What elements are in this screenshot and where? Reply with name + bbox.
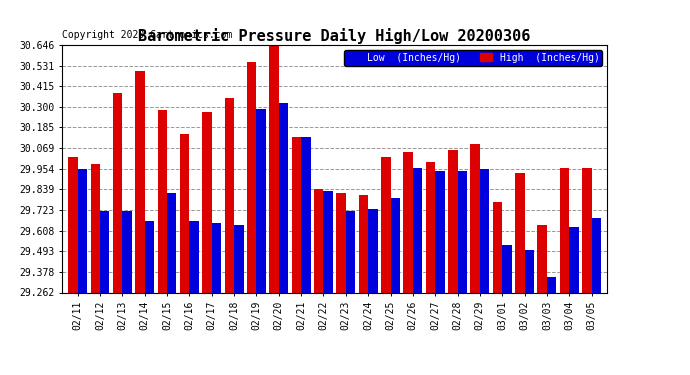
Bar (515, 173, 524, 292)
Bar (158, 111, 167, 292)
Bar (448, 150, 457, 292)
Bar (471, 144, 480, 292)
Text: Copyright 2020 Cartronics.com: Copyright 2020 Cartronics.com (62, 30, 233, 40)
Bar (413, 168, 422, 292)
Bar (212, 223, 221, 292)
Bar (381, 157, 391, 292)
Bar (346, 211, 355, 292)
Title: Barometric Pressure Daily High/Low 20200306: Barometric Pressure Daily High/Low 20200… (139, 28, 531, 44)
Bar (234, 225, 244, 292)
Bar (457, 171, 467, 292)
Bar (547, 277, 556, 292)
Bar (269, 44, 279, 292)
Bar (100, 211, 110, 292)
Bar (292, 137, 301, 292)
Bar (78, 170, 87, 292)
Bar (190, 221, 199, 292)
Bar (337, 193, 346, 292)
Bar (493, 202, 502, 292)
Bar (145, 221, 154, 292)
Bar (301, 137, 310, 292)
Bar (426, 162, 435, 292)
Bar (359, 195, 368, 292)
Bar (167, 193, 177, 292)
Bar (113, 93, 122, 292)
Bar (247, 62, 257, 292)
Legend: Low  (Inches/Hg), High  (Inches/Hg): Low (Inches/Hg), High (Inches/Hg) (344, 50, 602, 66)
Bar (68, 157, 78, 292)
Bar (582, 168, 591, 292)
Bar (257, 109, 266, 292)
Bar (435, 171, 444, 292)
Bar (90, 164, 100, 292)
Bar (502, 244, 511, 292)
Bar (404, 152, 413, 292)
Bar (135, 71, 145, 292)
Bar (538, 225, 547, 292)
Bar (591, 218, 601, 292)
Bar (279, 103, 288, 292)
Bar (560, 168, 569, 292)
Bar (225, 98, 234, 292)
Bar (180, 134, 190, 292)
Bar (324, 191, 333, 292)
Bar (391, 198, 400, 292)
Bar (368, 209, 377, 292)
Bar (202, 112, 212, 292)
Bar (314, 189, 324, 292)
Bar (122, 211, 132, 292)
Bar (480, 170, 489, 292)
Bar (524, 250, 534, 292)
Bar (569, 227, 579, 292)
